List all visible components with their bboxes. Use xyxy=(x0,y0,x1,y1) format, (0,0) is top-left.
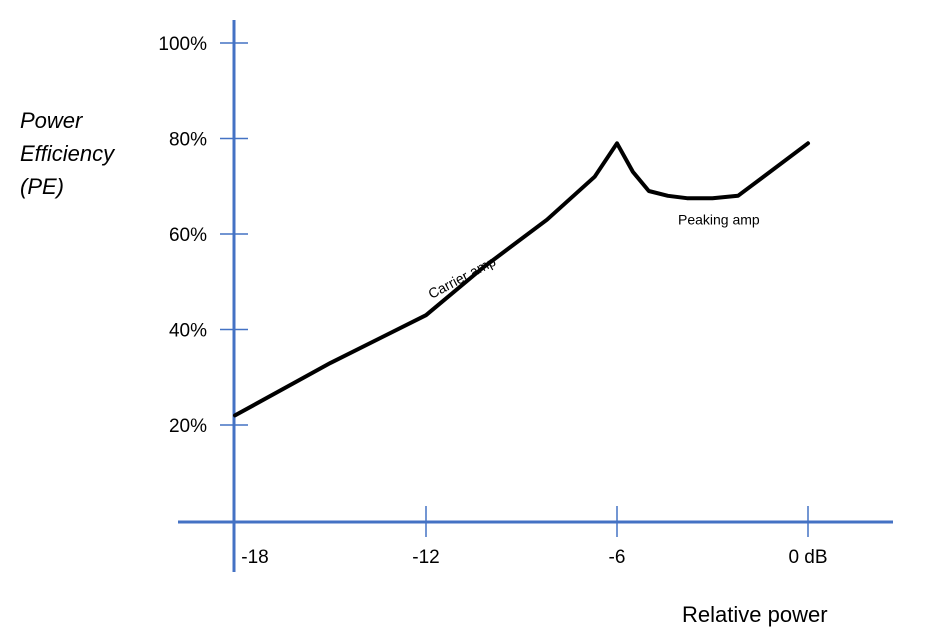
peaking-amp-annotation: Peaking amp xyxy=(678,211,760,227)
x-tick-label: -12 xyxy=(412,547,439,568)
x-tick-label: -18 xyxy=(241,547,268,568)
y-axis-label-line-1: Power xyxy=(20,108,84,133)
y-axis-label-line-3: (PE) xyxy=(20,174,64,199)
axes xyxy=(178,20,893,572)
carrier-amp-annotation: Carrier amp xyxy=(425,253,498,302)
series-layer: Carrier amp Peaking amp xyxy=(233,141,810,418)
ticks: 20% 40% 60% 80% 100% -18 -12 -6 0 dB xyxy=(158,34,827,568)
labels: Power Efficiency (PE) Relative power xyxy=(20,108,828,627)
y-tick-label: 100% xyxy=(158,34,207,55)
y-axis-label-line-2: Efficiency xyxy=(20,141,116,166)
efficiency-line xyxy=(233,141,810,418)
y-tick-label: 40% xyxy=(169,321,207,342)
y-tick-label: 60% xyxy=(169,225,207,246)
x-tick-label: -6 xyxy=(609,547,626,568)
x-tick-label: 0 dB xyxy=(788,547,827,568)
y-tick-label: 20% xyxy=(169,416,207,437)
x-axis-label: Relative power xyxy=(682,602,828,627)
y-tick-label: 80% xyxy=(169,130,207,151)
